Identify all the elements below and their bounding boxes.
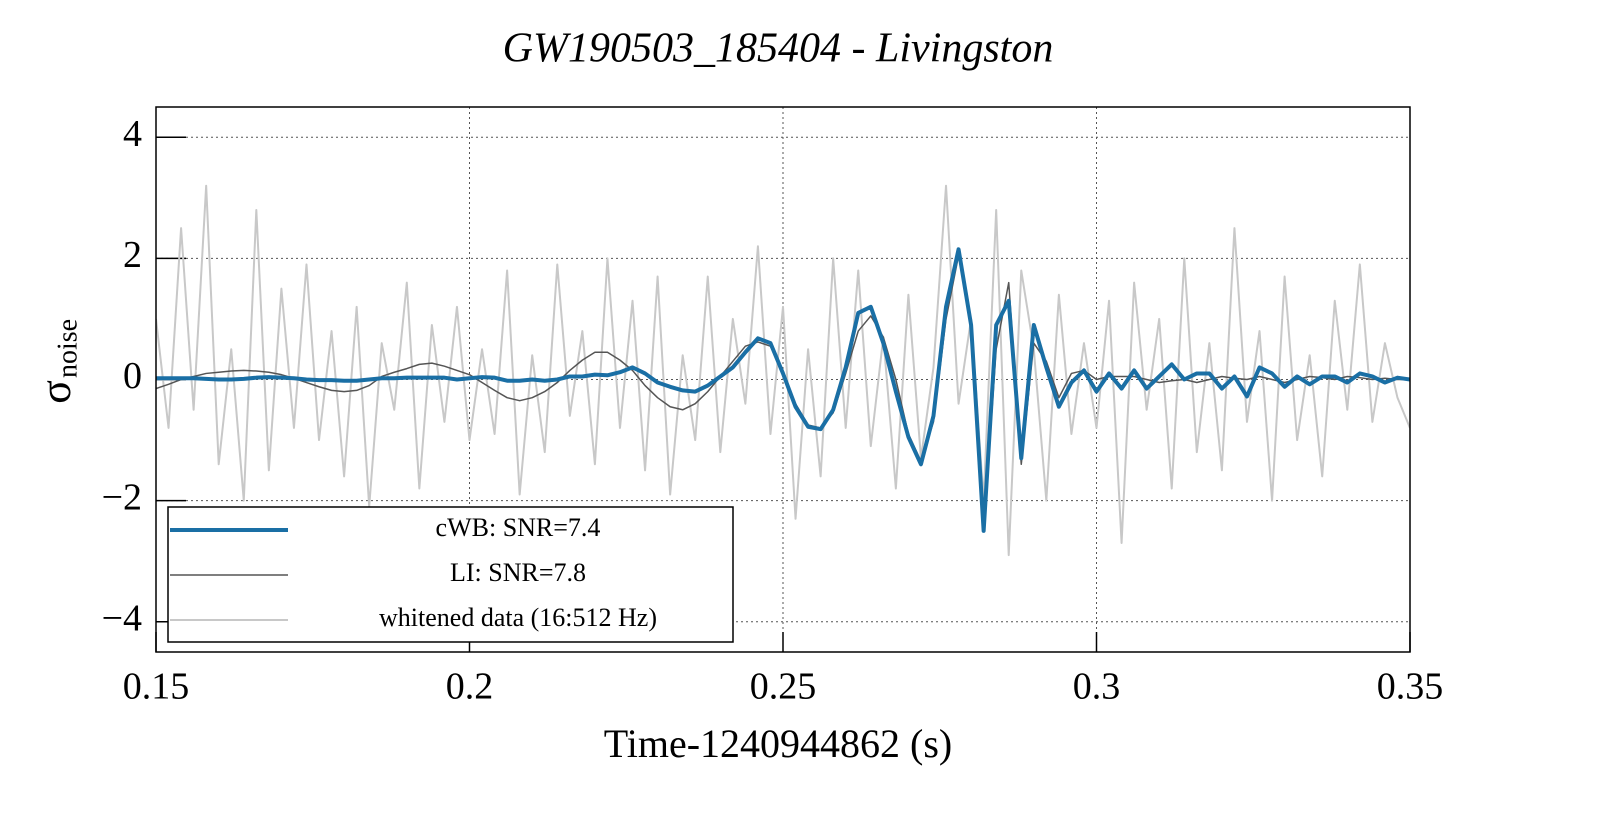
y-tick-label: 2 — [123, 234, 142, 276]
x-axis-label: Time-1240944862 (s) — [604, 721, 953, 766]
x-tick-label: 0.25 — [750, 666, 817, 708]
y-tick-label: 4 — [123, 113, 142, 155]
y-tick-label: −4 — [102, 597, 142, 639]
legend-label: cWB: SNR=7.4 — [436, 513, 601, 542]
plot-frame — [155, 106, 1411, 653]
legend-label: LI: SNR=7.8 — [450, 558, 586, 587]
series-line — [156, 247, 1410, 533]
y-tick-label: 0 — [123, 355, 142, 397]
y-label-subscript: noise — [52, 319, 83, 378]
x-tick-label: 0.2 — [446, 666, 494, 708]
y-axis-label: σ noise — [31, 319, 83, 404]
legend-label: whitened data (16:512 Hz) — [379, 603, 657, 632]
series-line — [156, 184, 1410, 557]
x-tick-label: 0.35 — [1377, 666, 1444, 708]
chart-title: GW190503_185404 - Livingston — [503, 26, 1054, 72]
y-label-symbol: σ — [31, 380, 80, 404]
x-tick-label: 0.15 — [123, 666, 190, 708]
x-tick-label: 0.3 — [1073, 666, 1121, 708]
y-tick-label: −2 — [102, 476, 142, 518]
